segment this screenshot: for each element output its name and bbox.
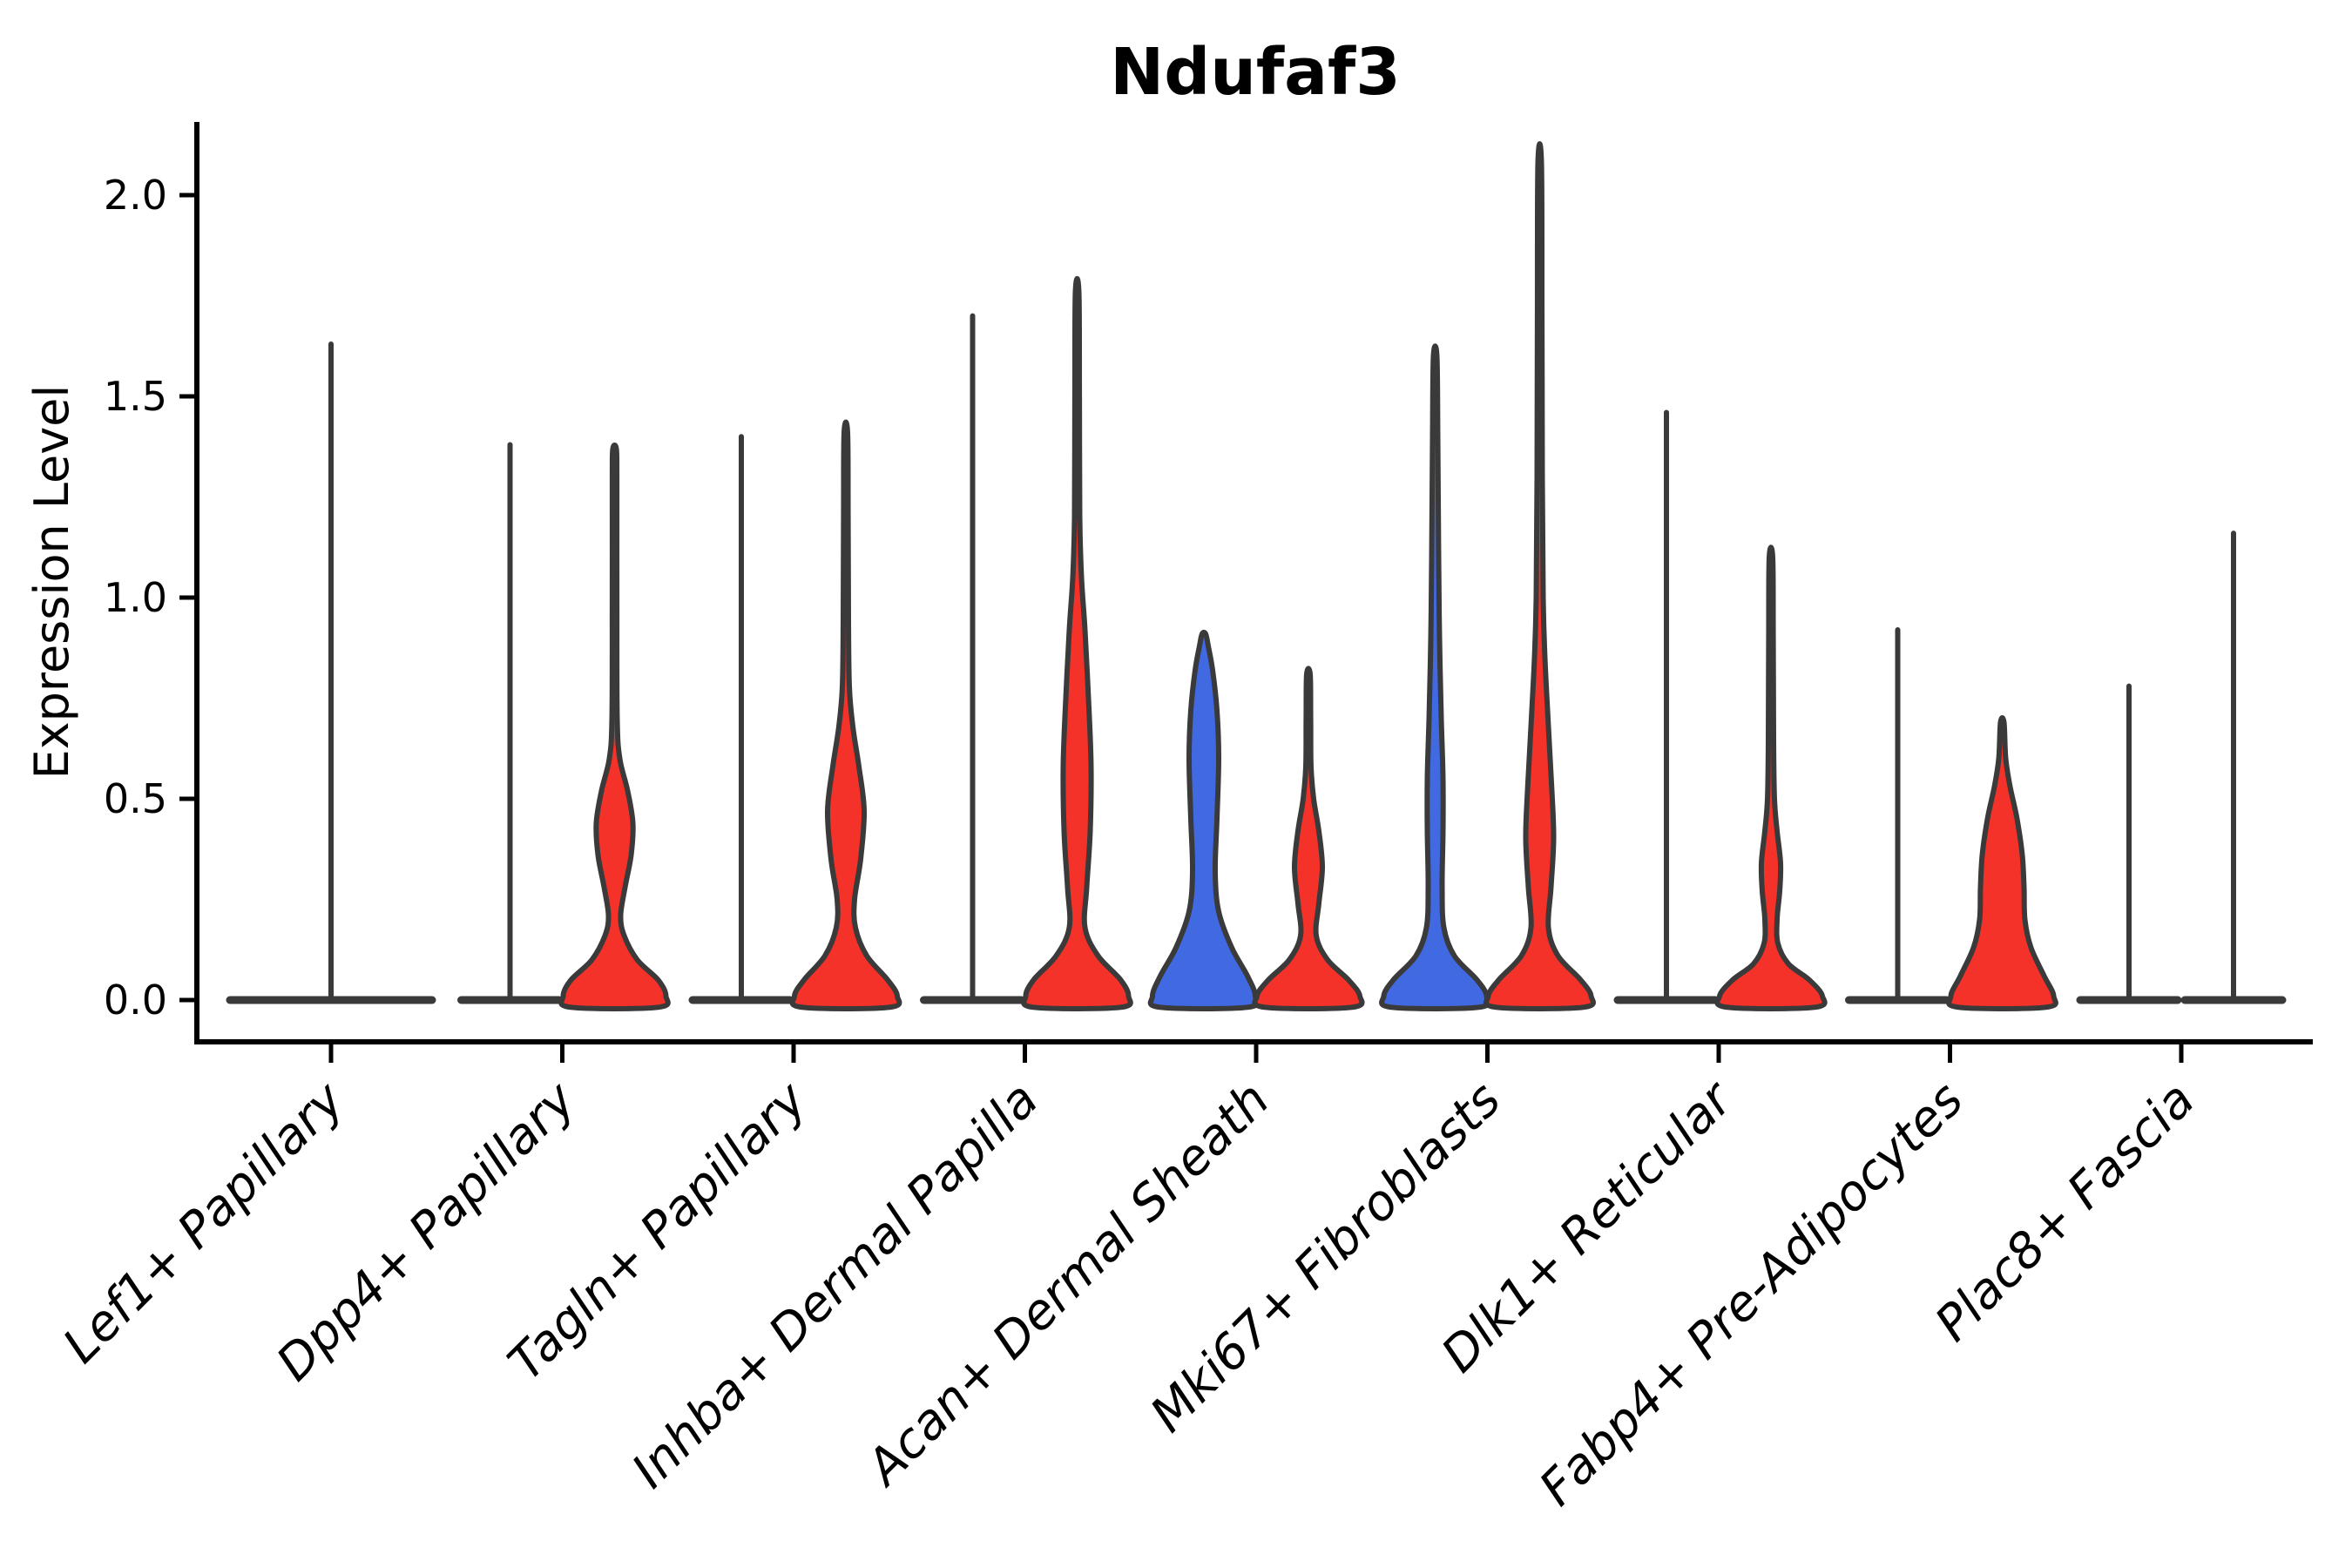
x-tick-label: Inhba+ Dermal Papilla (621, 1071, 1049, 1499)
y-tick-label: 2.0 (104, 172, 167, 219)
y-tick-label: 0.5 (104, 775, 167, 822)
violin-acan-dermal-sheath-left (1147, 629, 1260, 1011)
violin-tagln-papillary-right (789, 419, 902, 1011)
violin-group (226, 141, 2287, 1011)
violin-mki67-fibroblasts-left (1379, 343, 1491, 1011)
violin-acan-dermal-sheath-right (1252, 666, 1365, 1011)
x-tick-label: Acan+ Dermal Sheath (855, 1071, 1281, 1497)
y-tick-label: 1.5 (104, 373, 167, 420)
violin-inhba-dermal-papilla-right (1021, 275, 1133, 1011)
violin-dpp4-papillary-right (558, 443, 671, 1011)
violin-mki67-fibroblasts-right (1484, 141, 1596, 1011)
y-tick-label: 0.0 (104, 977, 167, 1024)
violin-fabp4-pre-adipocytes-right (1946, 715, 2058, 1011)
chart-title: Ndufaf3 (1110, 35, 1400, 110)
violin-dlk1-reticular-right (1714, 544, 1828, 1011)
y-tick-label: 1.0 (104, 574, 167, 621)
y-axis-label: Expression Level (24, 385, 79, 780)
x-tick-label: Fabp4+ Pre-Adipocytes (1529, 1071, 1974, 1517)
